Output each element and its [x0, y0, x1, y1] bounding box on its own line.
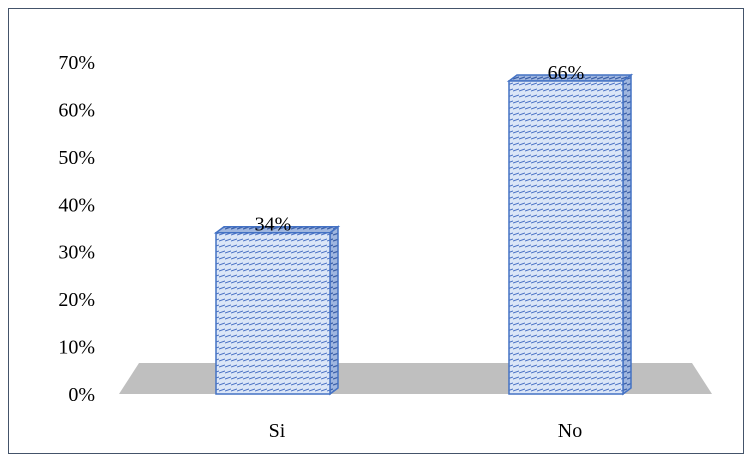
chart-frame: 0% 10% 20% 30% 40% 50% 60% 70% 34% Si 66% No	[8, 8, 744, 454]
data-label: 66%	[548, 62, 585, 84]
bar-chart: 0% 10% 20% 30% 40% 50% 60% 70% 34% Si 66% No	[58, 52, 712, 442]
bar-si	[213, 225, 341, 396]
data-label: 34%	[255, 214, 292, 236]
y-tick-label: 20%	[58, 289, 95, 311]
y-tick-label: 40%	[58, 194, 95, 216]
bar-side-face	[329, 225, 339, 396]
bar-no	[506, 73, 634, 396]
bar-front-face	[508, 80, 624, 395]
y-tick-label: 60%	[58, 99, 95, 121]
bar-front-face	[215, 231, 331, 395]
y-tick-label: 10%	[58, 337, 95, 359]
y-tick-label: 30%	[58, 242, 95, 264]
y-tick-label: 0%	[68, 384, 95, 406]
y-tick-label: 70%	[58, 52, 95, 74]
bar-side-face	[622, 73, 632, 396]
x-category-label: Si	[269, 420, 286, 442]
x-category-label: No	[558, 420, 582, 442]
y-tick-label: 50%	[58, 147, 95, 169]
